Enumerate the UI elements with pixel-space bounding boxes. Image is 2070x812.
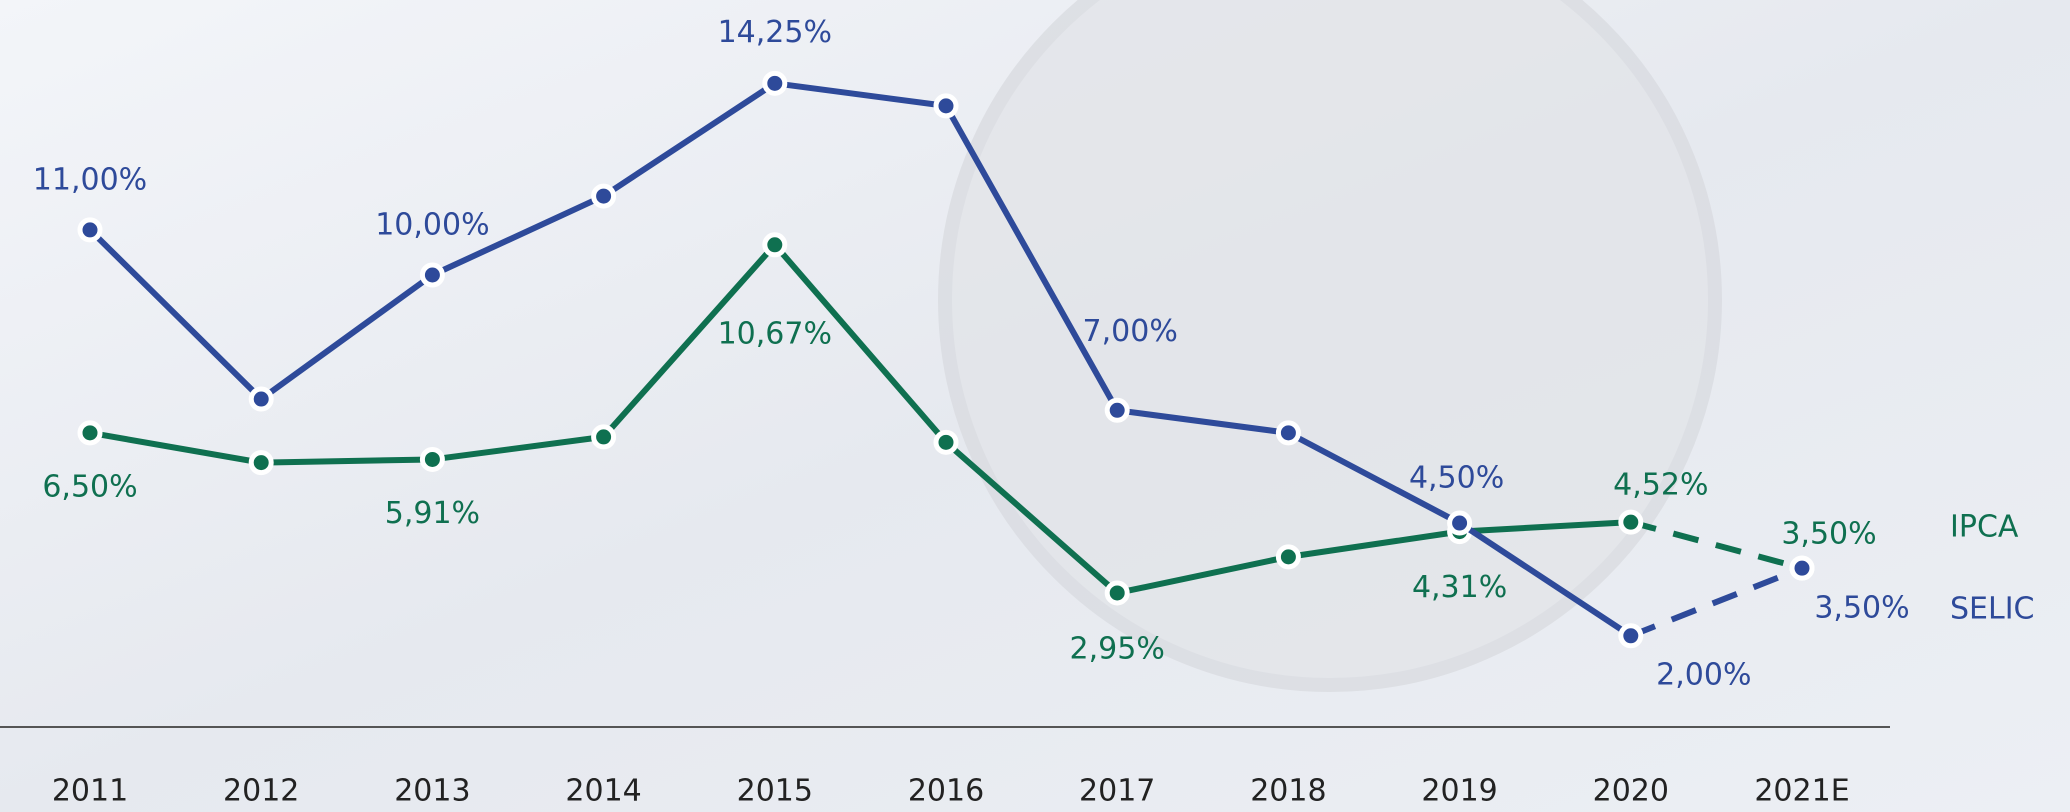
point-marker (1104, 580, 1130, 606)
x-tick-label: 2018 (1250, 774, 1326, 809)
legend-label: SELIC (1950, 592, 2035, 627)
point-marker (933, 429, 959, 455)
point-marker (1618, 509, 1644, 535)
point-marker (1275, 544, 1301, 570)
point-marker (591, 183, 617, 209)
point-marker (1789, 555, 1815, 581)
point-marker (248, 386, 274, 412)
x-tick-label: 2015 (737, 774, 813, 809)
x-tick-label: 2021E (1754, 774, 1849, 809)
x-tick-label: 2016 (908, 774, 984, 809)
point-marker (77, 217, 103, 243)
data-label: 5,91% (385, 496, 480, 531)
point-marker (77, 420, 103, 446)
x-tick-label: 2013 (394, 774, 470, 809)
coin-decoration (938, 0, 1722, 692)
point-marker (933, 93, 959, 119)
data-label: 2,95% (1070, 631, 1165, 666)
data-label: 7,00% (1083, 314, 1178, 349)
data-label: 10,67% (718, 316, 832, 351)
point-marker (419, 446, 445, 472)
point-marker (762, 70, 788, 96)
data-label: 3,50% (1814, 591, 1909, 626)
x-tick-label: 2020 (1593, 774, 1669, 809)
point-marker (1275, 420, 1301, 446)
data-label: 14,25% (718, 15, 832, 50)
data-label: 2,00% (1656, 657, 1751, 692)
data-label: 6,50% (42, 469, 137, 504)
point-marker (419, 262, 445, 288)
point-marker (1447, 510, 1473, 536)
x-tick-label: 2017 (1079, 774, 1155, 809)
data-label: 4,52% (1613, 468, 1708, 503)
data-label: 11,00% (33, 162, 147, 197)
data-label: 4,50% (1409, 461, 1504, 496)
data-label: 10,00% (375, 208, 489, 243)
data-label: 3,50% (1781, 517, 1876, 552)
series-line (87, 80, 1633, 639)
point-marker (1618, 623, 1644, 649)
legend-label: IPCA (1950, 510, 2019, 545)
x-tick-label: 2011 (52, 774, 128, 809)
x-tick-label: 2014 (565, 774, 641, 809)
forecast-line (1630, 519, 1803, 572)
series-line (89, 241, 1631, 596)
x-tick-label: 2019 (1421, 774, 1497, 809)
point-marker (762, 232, 788, 258)
point-marker (248, 450, 274, 476)
x-tick-label: 2012 (223, 774, 299, 809)
point-marker (1104, 397, 1130, 423)
data-label: 4,31% (1412, 570, 1507, 605)
forecast-line (1629, 565, 1804, 639)
point-marker (591, 424, 617, 450)
